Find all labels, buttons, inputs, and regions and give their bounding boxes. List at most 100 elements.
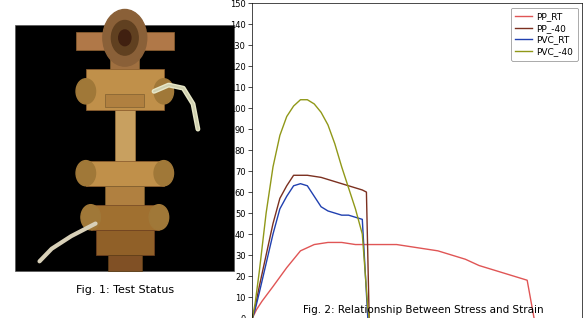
Text: Fig. 2: Relationship Between Stress and Strain: Fig. 2: Relationship Between Stress and … (303, 305, 544, 315)
PP_RT (352, 243, 359, 246)
PP_-40 (252, 306, 259, 309)
PP_RT (435, 249, 442, 253)
PVC_-40 (269, 165, 276, 169)
PP_RT (366, 243, 373, 246)
PP_-40 (331, 180, 338, 183)
PP_-40 (318, 176, 325, 179)
PP_RT (530, 316, 537, 318)
Line: PVC_RT: PVC_RT (252, 184, 368, 318)
PVC_RT (249, 316, 256, 318)
PVC_-40 (297, 98, 304, 102)
PVC_RT (297, 182, 304, 186)
PP_RT (503, 272, 510, 276)
Line: PVC_-40: PVC_-40 (252, 100, 369, 318)
PP_RT (407, 245, 414, 249)
PVC_RT (304, 184, 311, 188)
PVC_-40 (283, 114, 290, 118)
PVC_-40 (325, 123, 332, 127)
Bar (105, 186, 144, 205)
PVC_RT (263, 261, 270, 265)
Circle shape (111, 20, 138, 55)
PP_-40 (249, 316, 256, 318)
PVC_-40 (256, 270, 263, 274)
Circle shape (149, 205, 169, 230)
Bar (15, 25, 235, 271)
PP_-40 (359, 188, 366, 192)
PVC_RT (269, 232, 276, 236)
PVC_RT (290, 184, 297, 188)
PVC_RT (365, 316, 372, 318)
PP_-40 (304, 173, 311, 177)
PP_-40 (263, 253, 270, 257)
PVC_-40 (359, 232, 366, 236)
Circle shape (76, 161, 96, 186)
Text: Fig. 1: Test Status: Fig. 1: Test Status (76, 285, 174, 295)
PVC_-40 (366, 316, 373, 318)
PVC_RT (345, 213, 352, 217)
PVC_RT (325, 209, 332, 213)
PVC_-40 (331, 142, 338, 146)
PP_-40 (363, 190, 370, 194)
PP_-40 (276, 197, 283, 200)
Circle shape (81, 205, 101, 230)
PVC_-40 (304, 98, 311, 102)
Bar (86, 161, 164, 186)
PVC_RT (283, 194, 290, 198)
Line: PP_RT: PP_RT (252, 242, 534, 318)
Line: PP_-40: PP_-40 (252, 175, 369, 318)
PP_-40 (345, 184, 352, 188)
PVC_RT (359, 218, 366, 221)
Legend: PP_RT, PP_-40, PVC_RT, PVC_-40: PP_RT, PP_-40, PVC_RT, PVC_-40 (511, 8, 577, 61)
PP_-40 (269, 222, 276, 225)
PP_-40 (290, 173, 297, 177)
PVC_-40 (338, 165, 345, 169)
PP_RT (338, 240, 345, 244)
Circle shape (76, 79, 96, 104)
PVC_-40 (263, 211, 270, 215)
PVC_RT (331, 211, 338, 215)
Bar (76, 31, 173, 50)
PP_RT (379, 243, 386, 246)
PP_-40 (283, 184, 290, 188)
PVC_-40 (318, 110, 325, 114)
PP_RT (253, 308, 260, 312)
PP_RT (476, 264, 483, 267)
Bar (91, 205, 159, 230)
PVC_RT (318, 205, 325, 209)
PP_RT (249, 316, 256, 318)
PVC_RT (310, 194, 318, 198)
PVC_RT (276, 207, 283, 211)
PP_RT (283, 266, 290, 270)
PP_RT (259, 299, 266, 303)
Bar (96, 230, 154, 255)
PP_RT (420, 247, 427, 251)
PP_RT (393, 243, 400, 246)
PVC_-40 (365, 306, 372, 309)
Circle shape (103, 10, 147, 66)
Bar (105, 94, 144, 107)
PVC_-40 (345, 186, 352, 190)
PP_RT (310, 243, 318, 246)
PVC_-40 (310, 102, 318, 106)
PVC_RT (338, 213, 345, 217)
PVC_RT (256, 291, 263, 295)
Circle shape (154, 161, 173, 186)
PP_RT (489, 268, 496, 272)
Bar (110, 50, 139, 69)
PP_RT (269, 285, 276, 288)
Bar (108, 255, 142, 271)
PP_-40 (352, 186, 359, 190)
PP_RT (524, 278, 531, 282)
Circle shape (154, 79, 173, 104)
PP_RT (517, 276, 524, 280)
PVC_-40 (249, 316, 256, 318)
PVC_RT (252, 308, 259, 312)
PP_RT (297, 249, 304, 253)
PVC_-40 (276, 134, 283, 137)
PP_-40 (366, 316, 373, 318)
PP_RT (448, 253, 455, 257)
Bar (86, 69, 164, 110)
PVC_-40 (290, 104, 297, 108)
PP_RT (462, 257, 469, 261)
PVC_-40 (252, 301, 259, 305)
